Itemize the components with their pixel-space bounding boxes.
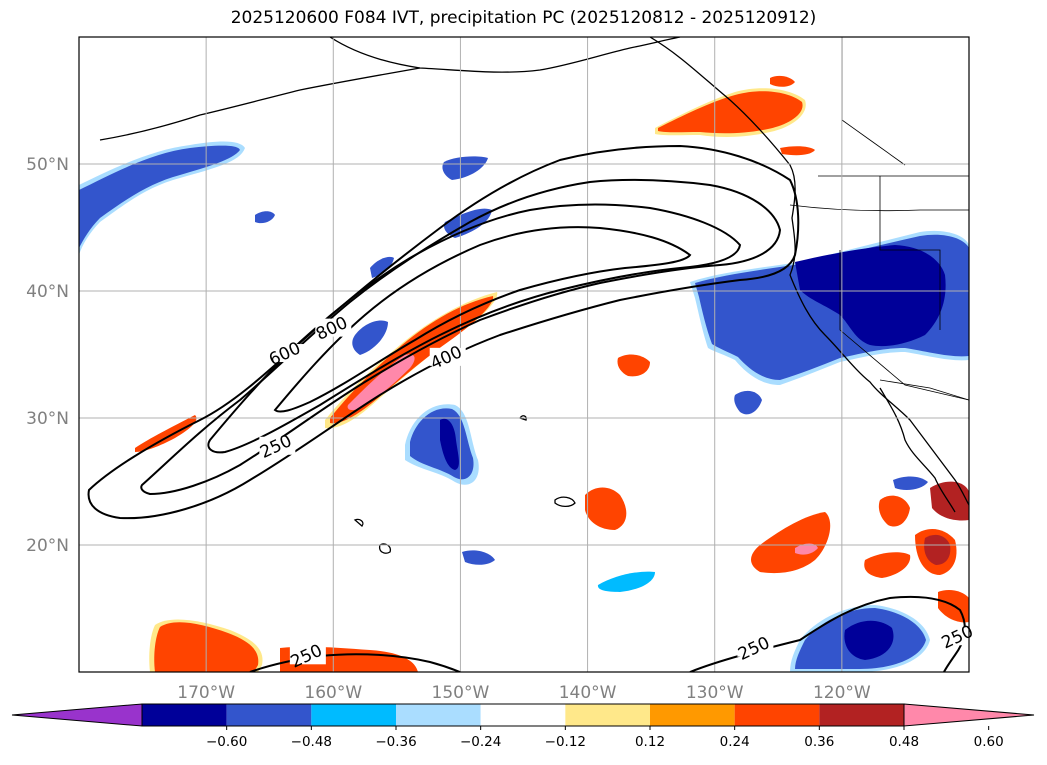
lat-tick-label: 40°N [26,282,69,302]
colorbar-segment [565,704,650,726]
precip-positive-area [347,354,415,411]
precip-positive-area [617,354,650,377]
border-us-mexico [879,379,969,401]
colorbar-tick-label: −0.48 [291,734,332,750]
gridlines [79,37,969,672]
precip-negative-area [79,141,245,255]
precip-positive-area [135,415,197,452]
precip-positive-area [924,534,951,565]
contour-label: 250 [939,622,977,654]
coastline-baja [879,387,956,513]
precip-negative-area [442,156,488,180]
lon-tick-labels: 170°W 160°W 150°W 140°W 130°W 120°W [177,683,871,703]
precip-fill-layer [79,75,969,672]
colorbar-extend-high [903,703,1035,727]
precip-negative-area [370,256,394,278]
colorbar-segment [396,704,481,726]
ivt-contours [87,144,966,672]
coastlines [99,37,969,554]
lat-tick-label: 30°N [26,409,69,429]
coastline-north-america [649,37,969,506]
lon-tick-label: 160°W [304,683,362,703]
precip-positive-area [770,75,795,87]
colorbar-tick-label: −0.12 [545,734,586,750]
contour-label-bg [259,436,296,455]
contour-label-bg [737,638,774,657]
chart-title: 2025120600 F084 IVT, precipitation PC (2… [230,8,817,28]
colorbar-tick-label: −0.60 [206,734,247,750]
colorbar-segment [311,704,396,726]
colorbar-segment [734,704,820,726]
precip-positive-area [864,552,911,578]
contour-label-bg [429,347,466,366]
coastline-alaska [329,37,681,73]
contour-label-bg [315,318,352,337]
precip-positive-area [780,146,815,156]
colorbar-segment [142,704,227,726]
contour-label-bg [289,646,326,665]
coastline-hawaii [518,415,527,421]
precip-negative-area [352,320,388,355]
state-border [789,204,969,212]
lat-tick-label: 50°N [26,155,69,175]
precip-positive-area [878,495,910,527]
contour-label-bg [268,344,305,363]
precip-negative-area [255,211,275,224]
lon-tick-label: 140°W [559,683,617,703]
colorbar-frame [141,703,905,727]
contour-label: 800 [313,313,351,345]
coastline-hawaii [379,543,391,554]
lat-tick-labels: 20°N 30°N 40°N 50°N [26,155,69,556]
colorbar-tick-label: 0.60 [974,734,1004,750]
precip-negative-area [734,390,762,415]
ivt-contour-600 [207,203,742,454]
plot-frame [78,36,970,673]
coastline-hawaii [554,496,576,508]
precip-positive-area [585,487,627,530]
state-border [839,250,969,401]
colorbar-tick-label: −0.24 [460,734,501,750]
colorbar-extend-low [11,703,143,727]
contour-label-bg [940,627,977,646]
precip-negative-area [440,418,459,470]
lat-tick-label: 20°N [26,536,69,556]
colorbar: −0.60 −0.48 −0.36 −0.24 −0.12 0.12 0.24 0.36 0.4… [11,703,1035,750]
precip-positive-area [658,91,803,134]
border-alaska-canada [841,37,906,166]
coastline-aleutians [99,67,421,141]
precip-negative-area [462,550,495,565]
colorbar-segment [480,704,566,726]
contour-label: 250 [735,633,773,665]
coastline-hawaii [353,518,364,527]
precip-negative-area [893,476,928,490]
lon-tick-label: 120°W [813,683,871,703]
ivt-contour-800 [273,226,692,413]
colorbar-tick-label: 0.12 [635,734,665,750]
colorbar-segment [819,704,904,726]
ivt-contour-400 [140,178,782,496]
precip-negative-area [844,620,894,660]
precip-positive-area [930,481,969,521]
colorbar-tick-label: 0.48 [889,734,919,750]
state-border [879,176,941,330]
precip-negative-area [597,571,655,592]
precip-negative-area [79,145,240,248]
precip-negative-area [795,245,946,347]
precip-positive-area [795,543,818,555]
lon-tick-label: 130°W [686,683,744,703]
colorbar-segment [650,704,735,726]
colorbar-tick-label: 0.24 [720,734,750,750]
ivt-contour-250-south [249,653,461,672]
colorbar-segment [226,704,312,726]
colorbar-tick-label: 0.36 [804,734,834,750]
lon-tick-label: 170°W [177,683,235,703]
colorbar-tick-label: −0.36 [375,734,416,750]
lon-tick-label: 150°W [432,683,490,703]
precip-positive-area [751,512,831,574]
